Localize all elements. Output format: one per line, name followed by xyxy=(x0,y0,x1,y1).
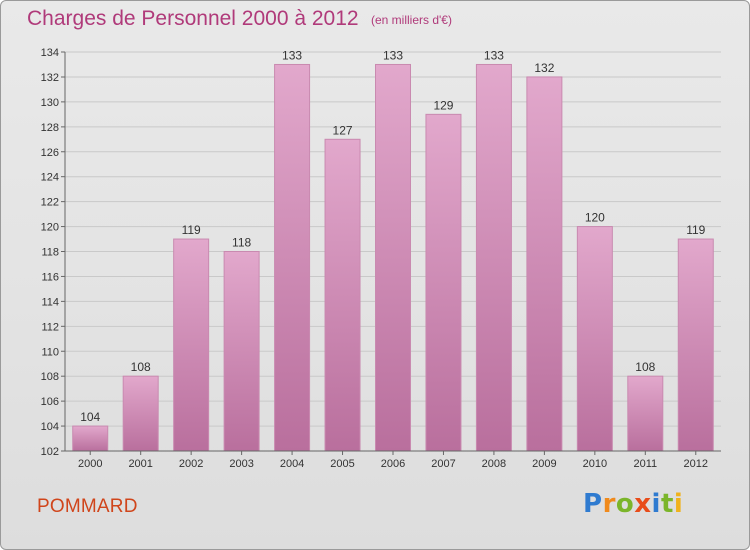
chart-subtitle: (en milliers d'€) xyxy=(371,13,452,27)
bar[interactable] xyxy=(122,375,159,452)
y-tick-label: 132 xyxy=(41,72,59,84)
bar-value-label: 120 xyxy=(585,211,605,225)
x-tick-label: 2011 xyxy=(633,458,657,470)
bar[interactable] xyxy=(324,138,361,452)
bar-value-label: 132 xyxy=(534,61,554,75)
bar[interactable] xyxy=(173,238,210,452)
y-tick-label: 122 xyxy=(41,197,59,209)
y-tick-label: 126 xyxy=(41,147,59,159)
x-tick-label: 2007 xyxy=(431,458,455,470)
x-tick-label: 2010 xyxy=(583,458,607,470)
x-tick-label: 2006 xyxy=(381,458,405,470)
bar[interactable] xyxy=(526,76,563,452)
x-tick-label: 2009 xyxy=(532,458,556,470)
y-tick-label: 130 xyxy=(41,97,59,109)
bar[interactable] xyxy=(425,113,462,452)
bar-value-label: 127 xyxy=(333,123,353,137)
bar[interactable] xyxy=(72,425,109,452)
bar-value-label: 104 xyxy=(80,410,100,424)
x-tick-label: 2003 xyxy=(229,458,253,470)
bar[interactable] xyxy=(274,63,311,452)
y-tick-label: 106 xyxy=(41,396,59,408)
y-axis: 102 104 106 108 110 112 114 116 118 120 122 124 126 1… xyxy=(41,47,66,458)
y-tick-label: 108 xyxy=(41,371,59,383)
bar[interactable] xyxy=(475,63,512,452)
proxiti-logo[interactable]: Proxiti xyxy=(583,489,683,519)
y-tick-label: 102 xyxy=(41,446,59,458)
bar-value-label: 133 xyxy=(484,48,504,62)
bar-value-label: 133 xyxy=(282,48,302,62)
y-tick-label: 118 xyxy=(41,247,59,259)
x-tick-label: 2012 xyxy=(684,458,708,470)
y-tick-label: 110 xyxy=(41,346,59,358)
bar[interactable] xyxy=(627,375,664,452)
x-tick-label: 2005 xyxy=(330,458,354,470)
bar-value-label: 108 xyxy=(131,360,151,374)
logo-letter: x xyxy=(634,489,652,519)
bar-value-label: 133 xyxy=(383,48,403,62)
bar-value-label: 108 xyxy=(635,360,655,374)
bar-value-label: 129 xyxy=(433,98,453,112)
logo-letter: o xyxy=(615,489,635,519)
bar[interactable] xyxy=(223,251,260,452)
bar-value-label: 118 xyxy=(232,236,251,250)
y-tick-label: 112 xyxy=(41,321,59,333)
bar[interactable] xyxy=(677,238,714,452)
bar-value-label: 119 xyxy=(182,223,201,237)
bar-value-label: 119 xyxy=(686,223,705,237)
bar[interactable] xyxy=(576,226,613,452)
x-tick-label: 2001 xyxy=(128,458,152,470)
y-tick-label: 124 xyxy=(41,172,59,184)
bar[interactable] xyxy=(375,63,411,452)
logo-letter: i xyxy=(673,489,684,519)
x-tick-label: 2004 xyxy=(280,458,304,470)
x-axis: 2000 2001 2002 2003 2004 2005 2006 2007 2008 2009… xyxy=(65,450,721,470)
logo-letter: i xyxy=(651,489,661,519)
y-tick-label: 116 xyxy=(41,271,59,283)
chart-title: Charges de Personnel 2000 à 2012 xyxy=(27,7,359,30)
y-tick-label: 114 xyxy=(41,296,59,308)
logo-letter: r xyxy=(602,489,616,519)
logo-letter: P xyxy=(583,489,603,519)
y-tick-label: 134 xyxy=(41,47,59,59)
y-tick-label: 128 xyxy=(41,122,59,134)
x-tick-label: 2008 xyxy=(482,458,506,470)
y-tick-label: 104 xyxy=(41,421,59,433)
x-tick-label: 2000 xyxy=(78,458,102,470)
bars-group: 104 108 119 118 133 127 133 129 133 132 120 108 119 xyxy=(72,48,714,452)
x-tick-label: 2002 xyxy=(179,458,203,470)
commune-name: POMMARD xyxy=(37,496,138,517)
logo-letter: t xyxy=(660,489,674,519)
y-tick-label: 120 xyxy=(41,222,59,234)
